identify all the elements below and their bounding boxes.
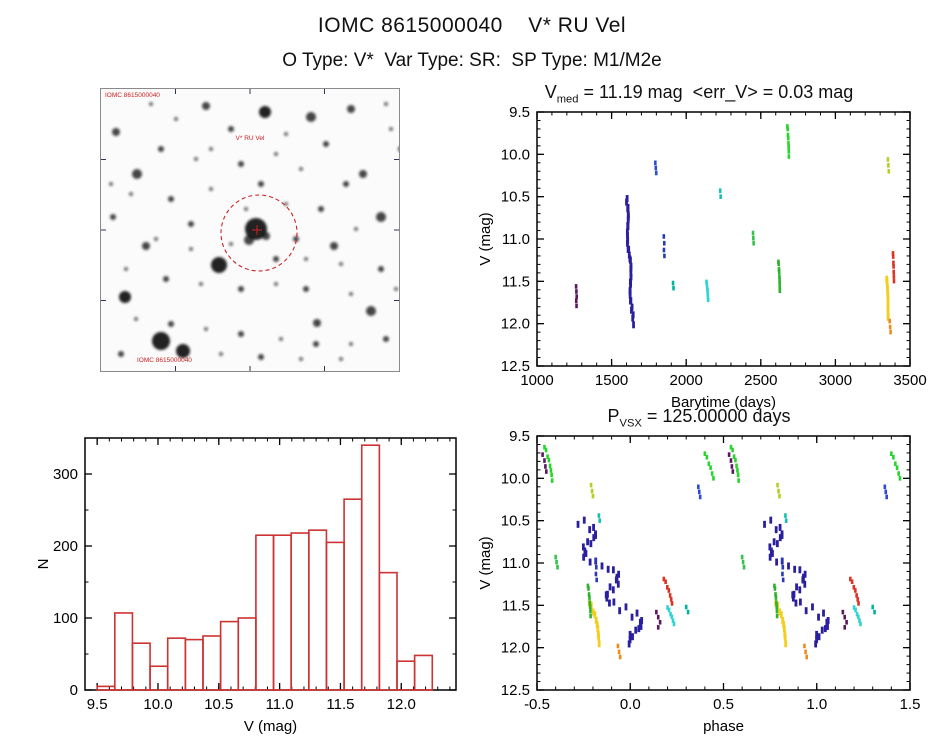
svg-text:Barytime (days): Barytime (days) bbox=[671, 394, 776, 411]
svg-text:12.5: 12.5 bbox=[501, 358, 530, 375]
svg-text:12.5: 12.5 bbox=[501, 682, 530, 699]
finder-label-topleft: IOMC 8615000040 bbox=[105, 92, 160, 99]
svg-text:2500: 2500 bbox=[744, 372, 777, 389]
svg-text:3000: 3000 bbox=[819, 372, 852, 389]
lightcurve-plot: 1000 1500 2000 2500 3000 3500 9.5 10.0 10.5 11.0 1… bbox=[477, 104, 927, 411]
svg-text:9.5: 9.5 bbox=[509, 430, 530, 445]
svg-text:12.0: 12.0 bbox=[387, 696, 416, 713]
histogram-plot: 9.5 10.0 10.5 11.0 11.5 12.0 0 100 200 300 V (mag)… bbox=[35, 437, 457, 735]
svg-text:0.0: 0.0 bbox=[620, 696, 641, 713]
phase-title-rest: = 125.00000 days bbox=[641, 406, 791, 426]
finding-chart-image bbox=[101, 89, 399, 371]
svg-text:3500: 3500 bbox=[893, 372, 926, 389]
svg-text:V (mag): V (mag) bbox=[244, 718, 297, 735]
svg-text:300: 300 bbox=[53, 466, 78, 483]
svg-text:10.0: 10.0 bbox=[501, 470, 530, 487]
svg-text:1000: 1000 bbox=[520, 372, 553, 389]
lightcurve-title-sub: med bbox=[556, 93, 579, 106]
svg-text:10.0: 10.0 bbox=[501, 146, 530, 163]
svg-text:11.5: 11.5 bbox=[502, 597, 530, 614]
lightcurve-title-base: V bbox=[544, 82, 557, 102]
svg-text:0: 0 bbox=[70, 682, 78, 699]
svg-text:10.0: 10.0 bbox=[143, 696, 172, 713]
svg-text:11.0: 11.0 bbox=[502, 555, 530, 572]
finder-label-target: V* RU Vel bbox=[235, 135, 265, 142]
phase-title-base: P bbox=[607, 406, 620, 426]
svg-text:10.5: 10.5 bbox=[501, 513, 530, 530]
svg-text:11.5: 11.5 bbox=[502, 273, 530, 290]
svg-text:N: N bbox=[35, 559, 52, 570]
page-title: IOMC 8615000040 V* RU Vel bbox=[317, 14, 627, 37]
svg-text:11.0: 11.0 bbox=[502, 231, 530, 248]
svg-text:11.5: 11.5 bbox=[326, 696, 354, 713]
finder-label-bottom: IOMC 8615000040 bbox=[137, 357, 192, 364]
svg-text:V (mag): V (mag) bbox=[477, 212, 494, 265]
svg-text:phase: phase bbox=[703, 718, 744, 735]
phase-title-sub: VSX bbox=[619, 417, 642, 430]
svg-text:9.5: 9.5 bbox=[509, 104, 530, 121]
svg-text:1.0: 1.0 bbox=[806, 696, 827, 713]
svg-text:1.5: 1.5 bbox=[900, 696, 921, 713]
svg-text:10.5: 10.5 bbox=[204, 696, 233, 713]
svg-text:12.0: 12.0 bbox=[501, 316, 530, 333]
svg-text:200: 200 bbox=[53, 538, 78, 555]
svg-text:0.5: 0.5 bbox=[713, 696, 734, 713]
lightcurve-title: Vmed = 11.19 mag <err_V> = 0.03 mag bbox=[470, 82, 928, 106]
svg-text:11.0: 11.0 bbox=[266, 696, 294, 713]
svg-text:1500: 1500 bbox=[595, 372, 628, 389]
svg-text:10.5: 10.5 bbox=[501, 189, 530, 206]
page-subtitle: O Type: V* Var Type: SR: SP Type: M1/M2e bbox=[282, 50, 662, 71]
phase-plot: -0.5 0.0 0.5 1.0 1.5 9.5 10.0 10.5 11.0 11.5 12.0 1… bbox=[477, 430, 921, 735]
svg-text:12.0: 12.0 bbox=[501, 640, 530, 657]
finding-chart: IOMC 8615000040 V* RU Vel IOMC 861500004… bbox=[100, 88, 400, 372]
svg-text:-0.5: -0.5 bbox=[524, 696, 550, 713]
svg-text:2000: 2000 bbox=[670, 372, 703, 389]
svg-text:V (mag): V (mag) bbox=[477, 536, 494, 589]
svg-text:9.5: 9.5 bbox=[87, 696, 108, 713]
lightcurve-title-rest: = 11.19 mag <err_V> = 0.03 mag bbox=[578, 82, 854, 102]
phase-title: PVSX = 125.00000 days bbox=[470, 406, 928, 430]
svg-text:100: 100 bbox=[53, 610, 78, 627]
